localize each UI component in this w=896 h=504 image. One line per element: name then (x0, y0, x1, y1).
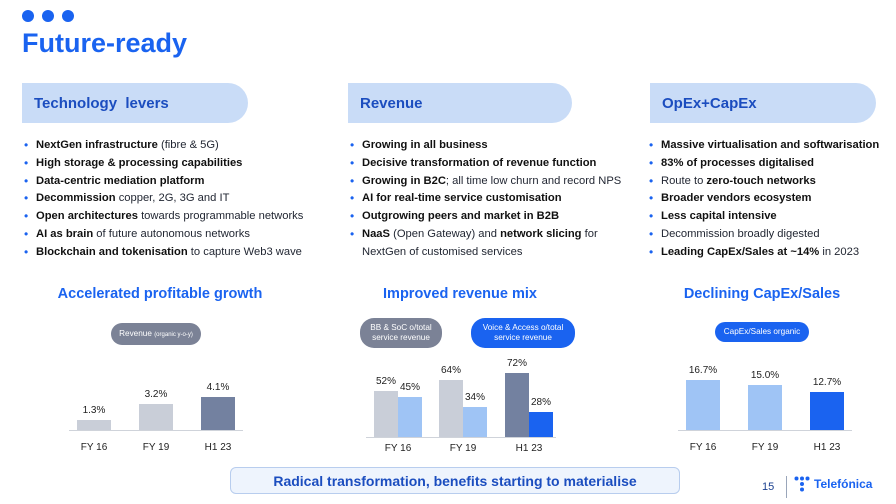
list-item: Decommission copper, 2G, 3G and IT (24, 190, 324, 208)
bar (77, 419, 111, 430)
list-item: Data-centric mediation platform (24, 173, 324, 191)
footer-banner: Radical transformation, benefits startin… (230, 467, 680, 494)
page-number: 15 (762, 481, 775, 493)
list-item: Open architectures towards programmable … (24, 208, 324, 226)
bar (201, 397, 235, 430)
bar (439, 380, 463, 437)
data-label: 45% (399, 382, 420, 393)
list-item: Leading CapEx/Sales at ~14% in 2023 (649, 244, 894, 262)
dot-icon (22, 10, 34, 22)
data-label: 4.1% (206, 382, 230, 393)
chart-baseline (69, 430, 243, 431)
data-label: 64% (440, 365, 461, 377)
brand-name: Telefónica (814, 477, 873, 491)
header-label: Revenue (360, 94, 423, 112)
list-item: NaaS (Open Gateway) and network slicing … (350, 226, 640, 262)
telefonica-logo-icon (794, 476, 810, 492)
divider (786, 476, 787, 498)
bar (748, 385, 782, 430)
legend-voice-access: Voice & Access o/total service revenue (471, 318, 575, 348)
revenue-bullets: Growing in all business Decisive transfo… (350, 137, 640, 262)
x-tick-label: FY 16 (689, 442, 717, 453)
x-tick-label: FY 19 (449, 443, 477, 454)
data-label: 28% (530, 397, 551, 409)
list-item: AI as brain of future autonomous network… (24, 226, 324, 244)
data-label: 16.7% (688, 365, 718, 376)
chart-accelerated-growth: 1.3% FY 16 3.2% FY 19 4.1% H1 23 (60, 350, 270, 460)
list-item: NextGen infrastructure (fibre & 5G) (24, 137, 324, 155)
list-item: Growing in all business (350, 137, 640, 155)
header-technology-levers: Technology levers (22, 83, 248, 123)
list-item: Decisive transformation of revenue funct… (350, 155, 640, 173)
header-label: Technology levers (34, 94, 169, 112)
chart-title-revenue-mix: Improved revenue mix (383, 286, 537, 302)
bar (505, 373, 529, 437)
x-tick-label: FY 19 (751, 442, 779, 453)
data-label: 12.7% (812, 376, 842, 388)
chart-baseline (678, 430, 852, 431)
legend-revenue-organic: Revenue (organic y-o-y) (111, 323, 201, 345)
chart-baseline (366, 437, 556, 438)
header-revenue: Revenue (348, 83, 572, 123)
list-item: 83% of processes digitalised (649, 155, 894, 173)
list-item: Decommission broadly digested (649, 226, 894, 244)
header-opex-capex: OpEx+CapEx (650, 83, 876, 123)
legend-capex-sales: CapEx/Sales organic (715, 322, 809, 342)
header-label: OpEx+CapEx (662, 94, 757, 112)
x-tick-label: H1 23 (515, 443, 543, 454)
list-item: Broader vendors ecosystem (649, 190, 894, 208)
data-label: 3.2% (144, 389, 168, 401)
data-label: 72% (506, 358, 527, 369)
data-label: 15.0% (750, 370, 780, 382)
legend-bb-soc: BB & SoC o/total service revenue (360, 318, 442, 348)
list-item: High storage & processing capabilities (24, 155, 324, 173)
chart-title-capex: Declining CapEx/Sales (683, 286, 841, 302)
list-item: AI for real-time service customisation (350, 190, 640, 208)
list-item: Blockchain and tokenisation to capture W… (24, 244, 324, 262)
brand-logo: Telefónica (794, 476, 872, 492)
x-tick-label: FY 16 (80, 442, 108, 453)
bar (374, 390, 398, 437)
x-tick-label: FY 19 (142, 442, 170, 453)
bar (463, 406, 487, 437)
x-tick-label: FY 16 (384, 443, 412, 454)
data-label: 34% (464, 391, 485, 403)
bar (686, 380, 720, 430)
list-item: Massive virtualisation and softwarisatio… (649, 137, 894, 155)
data-label: 52% (375, 375, 396, 387)
bar (810, 391, 844, 430)
list-item: Growing in B2C; all time low churn and r… (350, 173, 640, 191)
chart-capex-sales: 16.7% FY 16 15.0% FY 19 12.7% H1 23 (670, 350, 880, 460)
chart-revenue-mix: 52% 45% FY 16 64% 34% FY 19 72% 28% H1 23 (360, 350, 580, 460)
page-title: Future-ready (22, 28, 188, 58)
decorative-dots (22, 10, 74, 22)
technology-bullets: NextGen infrastructure (fibre & 5G) High… (24, 137, 324, 262)
x-tick-label: H1 23 (204, 442, 232, 453)
x-tick-label: H1 23 (813, 442, 841, 453)
list-item: Outgrowing peers and market in B2B (350, 208, 640, 226)
list-item: Route to zero-touch networks (649, 173, 894, 191)
opex-capex-bullets: Massive virtualisation and softwarisatio… (649, 137, 894, 262)
bar (139, 404, 173, 430)
dot-icon (42, 10, 54, 22)
dot-icon (62, 10, 74, 22)
bar (529, 412, 553, 437)
chart-title-growth: Accelerated profitable growth (57, 286, 263, 302)
bar (398, 397, 422, 437)
data-label: 1.3% (82, 404, 106, 416)
list-item: Less capital intensive (649, 208, 894, 226)
